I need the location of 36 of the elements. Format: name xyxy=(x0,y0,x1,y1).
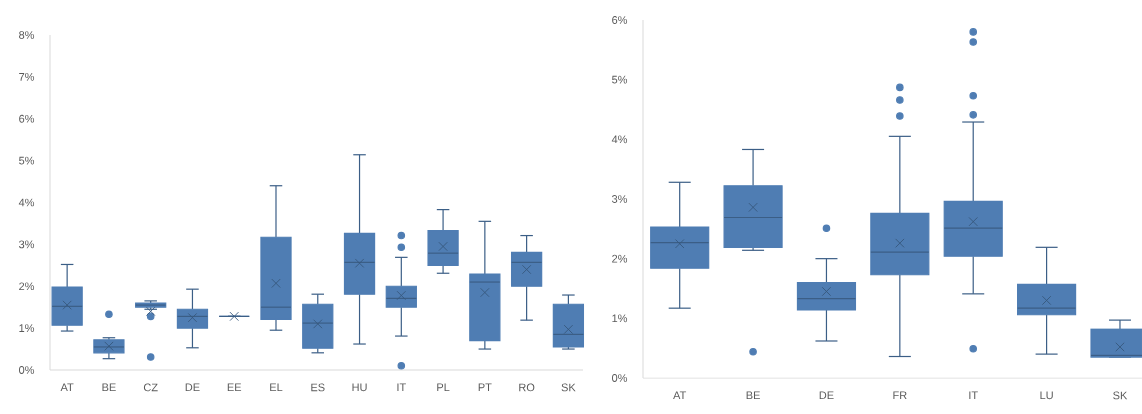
y-tick-label: 1% xyxy=(19,324,35,332)
x-tick-label: EL xyxy=(270,383,283,392)
x-tick-label: LU xyxy=(1040,391,1053,400)
y-tick-label: 0% xyxy=(612,374,628,382)
x-tick-label: BE xyxy=(746,391,760,400)
x-tick-label: BE xyxy=(102,383,116,392)
x-tick-label: SK xyxy=(561,383,576,392)
x-tick-label: FR xyxy=(893,391,907,400)
y-tick-label: 8% xyxy=(19,31,35,39)
y-tick-label: 6% xyxy=(19,114,35,123)
x-tick-label: IT xyxy=(969,391,978,400)
y-tick-label: 3% xyxy=(612,195,628,203)
y-tick-label: 0% xyxy=(19,366,35,374)
x-tick-label: DE xyxy=(185,383,200,392)
x-tick-label: AT xyxy=(60,383,74,392)
y-tick-label: 7% xyxy=(19,73,35,81)
x-tick-label: IT xyxy=(397,383,406,392)
y-tick-label: 2% xyxy=(19,282,35,291)
y-tick-label: 3% xyxy=(19,240,35,249)
y-tick-label: 5% xyxy=(612,75,628,84)
x-tick-label: EE xyxy=(227,383,242,392)
x-tick-label: DE xyxy=(819,391,834,400)
y-tick-label: 4% xyxy=(18,198,35,207)
y-tick-label: 4% xyxy=(611,135,628,144)
x-tick-label: AT xyxy=(673,391,687,400)
x-tick-label: PT xyxy=(478,383,492,392)
x-tick-label: HU xyxy=(352,383,367,392)
x-tick-label: SK xyxy=(1113,391,1128,400)
y-tick-label: 1% xyxy=(612,314,628,323)
x-tick-label: PL xyxy=(437,383,450,392)
y-tick-label: 5% xyxy=(19,156,35,165)
x-tick-label: ES xyxy=(311,383,325,392)
x-tick-label: RO xyxy=(519,383,535,392)
x-tick-label: CZ xyxy=(143,383,158,392)
y-tick-label: 6% xyxy=(612,16,628,24)
y-tick-label: 2% xyxy=(612,254,628,263)
